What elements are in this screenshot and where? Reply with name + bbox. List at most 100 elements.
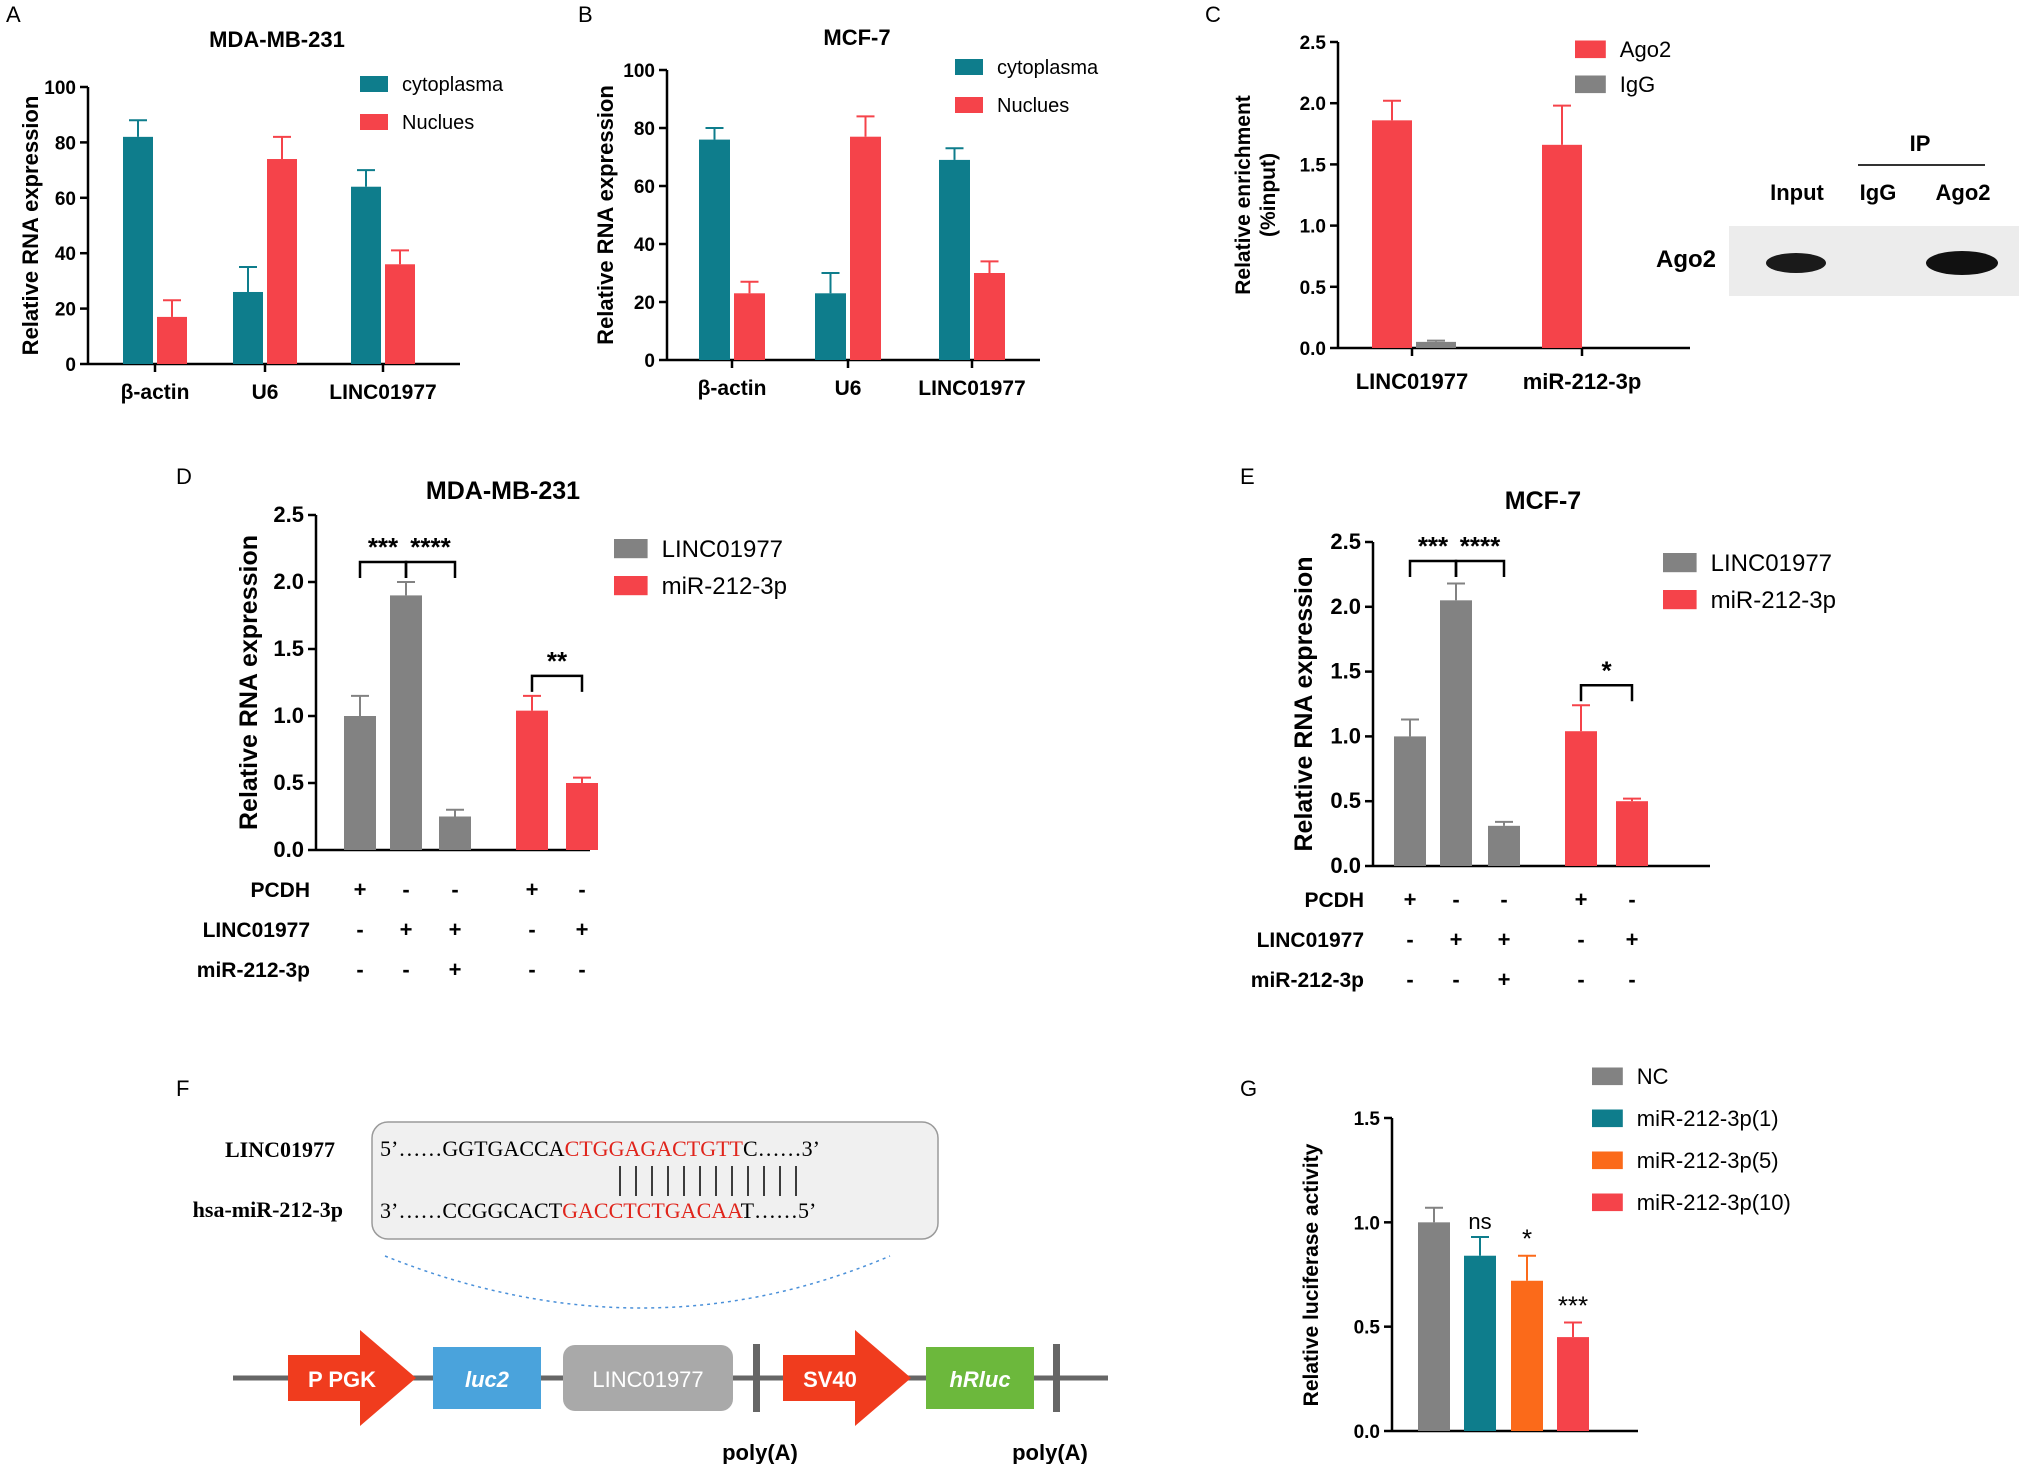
y-tick-label: 2.5 bbox=[1330, 529, 1361, 554]
treatment-sign: - bbox=[1628, 967, 1635, 992]
y-axis-label: Relative enrichment (%input) bbox=[1232, 95, 1280, 295]
bar bbox=[566, 783, 598, 850]
legend-label: LINC01977 bbox=[662, 536, 783, 563]
polya-marker-1 bbox=[753, 1344, 760, 1412]
legend-swatch bbox=[1663, 590, 1697, 610]
panel-letter-B: B bbox=[578, 2, 593, 27]
blot-lane-input: Input bbox=[1770, 180, 1824, 205]
legend-label: miR-212-3p(5) bbox=[1637, 1148, 1779, 1173]
luc2-gene bbox=[433, 1347, 541, 1409]
treatment-sign: - bbox=[1452, 887, 1459, 912]
mir-seq-site: GACCTCTGACAA bbox=[562, 1198, 743, 1223]
treatment-sign: - bbox=[1406, 967, 1413, 992]
y-tick-label: 0.0 bbox=[1300, 339, 1326, 360]
y-axis-label-line: Relative enrichment bbox=[1232, 95, 1255, 295]
promoter-pgk-arrow bbox=[288, 1330, 416, 1426]
significance-label: *** bbox=[1418, 531, 1449, 561]
bar bbox=[516, 710, 548, 850]
legend-label: Nuclues bbox=[997, 95, 1069, 117]
treatment-sign: - bbox=[451, 877, 458, 902]
linc01977-insert bbox=[563, 1345, 733, 1411]
promoter-sv40-arrow bbox=[783, 1330, 911, 1426]
panel-letter-D: D bbox=[176, 464, 192, 489]
bar bbox=[939, 159, 970, 360]
x-tick-label: U6 bbox=[835, 377, 862, 400]
hrluc-gene bbox=[926, 1347, 1034, 1409]
bar bbox=[1464, 1255, 1496, 1431]
chart-panel-g: 0.0 0.5 1.0 1.5 Relative luciferase activity… bbox=[1300, 1064, 1791, 1443]
bar bbox=[974, 273, 1005, 360]
y-tick-label: 0.0 bbox=[1330, 853, 1361, 878]
treatment-sign: - bbox=[528, 917, 535, 942]
blot-band-input bbox=[1766, 253, 1826, 273]
significance-bracket bbox=[404, 560, 457, 578]
legend-label: Ago2 bbox=[1620, 37, 1671, 62]
mir-seq-pre: 3’……CCGGCACT bbox=[380, 1198, 563, 1223]
chart-title: MCF-7 bbox=[823, 25, 890, 50]
treatment-sign: + bbox=[449, 917, 462, 942]
western-blot: IP Input IgG Ago2 Ago2 bbox=[1656, 131, 2019, 296]
legend-swatch bbox=[614, 576, 648, 596]
significance-bracket bbox=[1408, 559, 1458, 577]
sequence-box bbox=[371, 1121, 939, 1240]
y-tick-label: 0.5 bbox=[1330, 788, 1361, 813]
seq-label-mir: hsa-miR-212-3p bbox=[193, 1197, 343, 1222]
y-tick-label: 1.5 bbox=[1330, 659, 1361, 684]
y-axis-label: Relative RNA expression bbox=[18, 96, 43, 356]
bar bbox=[385, 264, 415, 364]
treatment-sign: - bbox=[1500, 887, 1507, 912]
legend-swatch bbox=[1575, 75, 1606, 94]
y-tick-label: 2.5 bbox=[273, 502, 304, 527]
bar bbox=[850, 136, 881, 360]
legend-label: IgG bbox=[1620, 72, 1655, 97]
bar bbox=[1565, 731, 1597, 866]
y-axis-label: Relative luciferase activity bbox=[1300, 1143, 1323, 1406]
y-tick-label: 0.0 bbox=[273, 837, 304, 862]
legend-swatch bbox=[955, 97, 983, 113]
base-pair-lines bbox=[619, 1166, 797, 1196]
bar bbox=[1416, 341, 1456, 348]
y-tick-label: 1.5 bbox=[1300, 155, 1327, 176]
promoter-pgk-label: P PGK bbox=[308, 1367, 376, 1392]
bar bbox=[439, 816, 471, 850]
significance-label: * bbox=[1601, 655, 1612, 685]
legend-swatch bbox=[1592, 1193, 1623, 1212]
linc01977-insert-label: LINC01977 bbox=[592, 1367, 703, 1392]
treatment-row-label: miR-212-3p bbox=[1251, 969, 1364, 992]
y-tick-label: 1.0 bbox=[1330, 723, 1361, 748]
treatment-table-d: PCDH + - - + - LINC01977 - + + - + miR-212-3p - - + - - bbox=[197, 877, 589, 982]
x-tick-label: U6 bbox=[252, 381, 279, 404]
hrluc-label: hRluc bbox=[949, 1367, 1010, 1392]
treatment-sign: + bbox=[1498, 967, 1511, 992]
bar bbox=[699, 139, 730, 360]
polya-label-1: poly(A) bbox=[722, 1440, 798, 1464]
treatment-sign: + bbox=[1626, 927, 1639, 952]
y-tick-label: 2.0 bbox=[273, 569, 304, 594]
bar bbox=[390, 595, 422, 850]
bar bbox=[1542, 144, 1582, 348]
linc-seq-post: C……3’ bbox=[743, 1136, 820, 1161]
legend-swatch bbox=[360, 76, 388, 92]
chart-panel-e: MCF-7 0.0 0.5 1.0 1.5 2.0 2.5 Relative RNA expr… bbox=[1290, 487, 1836, 878]
polya-label-2: poly(A) bbox=[1012, 1440, 1088, 1464]
bar bbox=[351, 186, 381, 364]
y-tick-label: 0.5 bbox=[273, 770, 304, 795]
bar bbox=[815, 293, 846, 360]
panel-letter-G: G bbox=[1240, 1076, 1257, 1101]
bar bbox=[1616, 801, 1648, 866]
treatment-sign: - bbox=[578, 957, 585, 982]
y-tick-label: 100 bbox=[44, 78, 76, 99]
significance-label: ns bbox=[1468, 1209, 1491, 1234]
significance-bracket bbox=[1579, 684, 1634, 702]
y-axis-label: Relative RNA expression bbox=[235, 535, 263, 830]
bar bbox=[344, 716, 376, 850]
bar bbox=[267, 159, 297, 364]
blot-band-ago2 bbox=[1926, 251, 1998, 275]
y-tick-label: 1.5 bbox=[1354, 1109, 1381, 1130]
x-tick-label: miR-212-3p bbox=[1523, 369, 1642, 394]
polya-marker-2 bbox=[1053, 1344, 1060, 1412]
treatment-sign: + bbox=[1404, 887, 1417, 912]
